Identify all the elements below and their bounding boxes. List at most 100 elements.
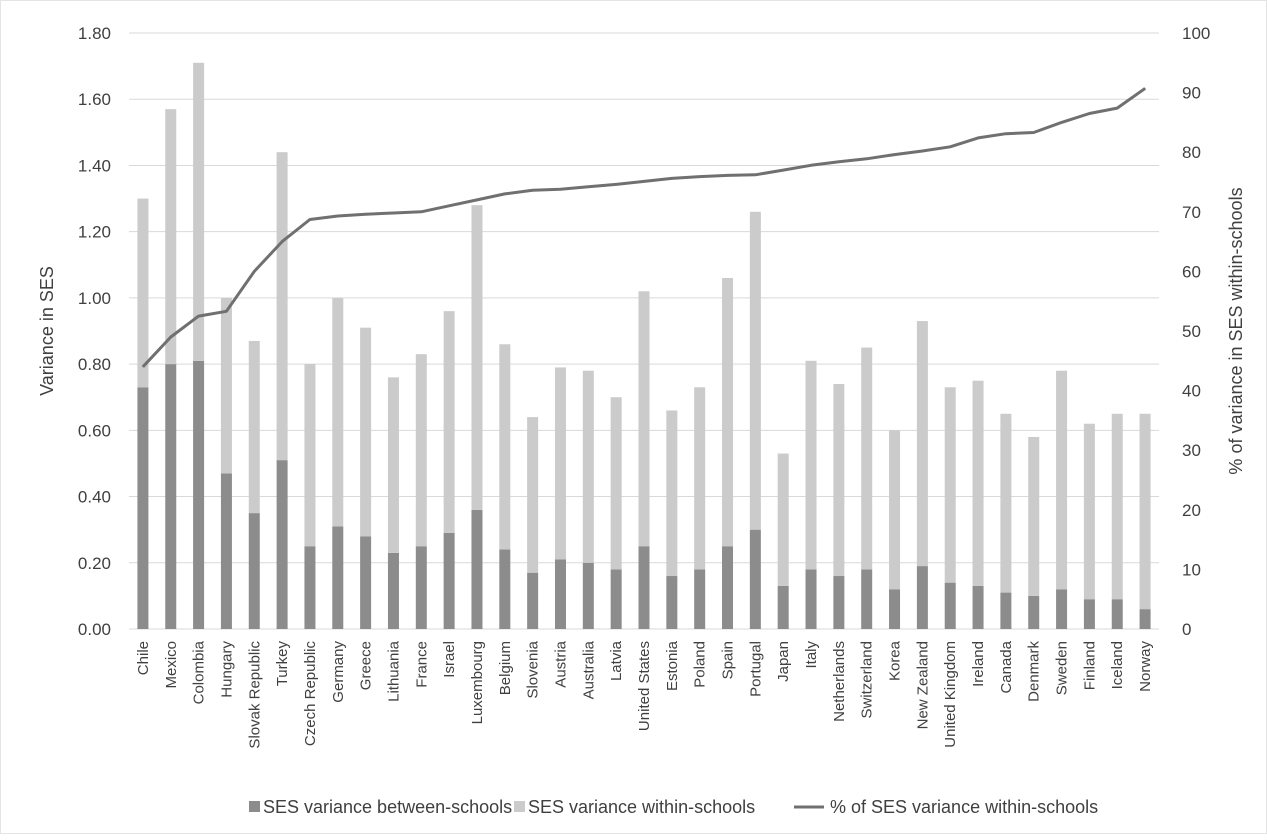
bar-within <box>220 297 232 474</box>
bar-within <box>1111 413 1123 600</box>
category-label: Slovak Republic <box>246 641 263 749</box>
line-point <box>365 213 367 215</box>
bar-between <box>276 460 288 629</box>
left-axis-ticks: 0.00 0.20 0.40 0.60 0.80 1.00 1.20 1.40 1.60 1.80 <box>78 24 111 639</box>
category-label: Poland <box>692 641 709 688</box>
line-point <box>392 212 394 214</box>
bar-between <box>916 566 928 629</box>
line-point <box>532 189 534 191</box>
y2-tick-label: 90 <box>1182 84 1201 103</box>
category-label: Norway <box>1137 641 1154 692</box>
line-point <box>1033 132 1035 134</box>
category-label: Belgium <box>497 641 514 695</box>
bar-between <box>554 559 566 629</box>
line-point <box>170 336 172 338</box>
line-point <box>337 215 339 217</box>
category-label: Spain <box>720 641 737 679</box>
y2-tick-label: 80 <box>1182 143 1201 162</box>
y-tick-label: 1.20 <box>78 223 111 242</box>
bar-within <box>554 367 566 560</box>
bar-within <box>805 360 817 570</box>
bar-between <box>1139 609 1151 629</box>
bar-within <box>1056 370 1068 590</box>
bar-between <box>749 529 761 629</box>
bar-within <box>916 321 928 567</box>
y-tick-label: 0.20 <box>78 554 111 573</box>
category-label: Switzerland <box>859 641 876 719</box>
bar-within <box>527 417 539 573</box>
category-label: Korea <box>887 640 904 681</box>
legend-swatch-within <box>514 801 525 812</box>
bar-within <box>1028 436 1040 596</box>
bar-within <box>666 410 678 577</box>
bar-between <box>638 546 650 629</box>
bar-between <box>193 360 205 629</box>
y2-tick-label: 40 <box>1182 382 1201 401</box>
percent-line <box>141 87 1146 368</box>
legend-label-line: % of SES variance within-schools <box>830 797 1098 817</box>
bar-within <box>972 380 984 586</box>
bar-between <box>165 364 177 629</box>
bar-between <box>1083 599 1095 629</box>
category-labels: Chile Mexico Colombia Hungary Slovak Republi… <box>135 640 1154 748</box>
bar-within <box>1000 413 1012 593</box>
category-label: Canada <box>998 640 1015 693</box>
y2-tick-label: 60 <box>1182 262 1201 281</box>
line-point <box>643 180 645 182</box>
bar-within <box>137 198 149 388</box>
bar-between <box>220 473 232 629</box>
y-tick-label: 0.00 <box>78 620 111 639</box>
category-label: Lithuania <box>385 640 402 702</box>
category-label: Israel <box>441 641 458 678</box>
line-point <box>448 205 450 207</box>
line-point <box>587 186 589 188</box>
bar-within <box>443 311 455 533</box>
line-point <box>977 137 979 139</box>
bar-within <box>777 453 789 586</box>
bar-between <box>387 552 399 629</box>
category-label: Portugal <box>747 641 764 697</box>
bar-between <box>833 576 845 629</box>
bar-between <box>777 585 789 629</box>
line-point <box>894 154 896 156</box>
bar-between <box>248 513 260 629</box>
bars <box>137 62 1151 629</box>
bar-between <box>304 546 316 629</box>
bar-between <box>889 589 901 629</box>
line-point <box>782 169 784 171</box>
line-point <box>699 176 701 178</box>
line-point <box>504 193 506 195</box>
y2-tick-label: 20 <box>1182 501 1201 520</box>
bar-within <box>304 364 316 547</box>
bar-between <box>694 569 706 629</box>
legend-swatch-between <box>249 801 260 812</box>
category-label: Hungary <box>218 641 235 698</box>
category-label: Sweden <box>1054 641 1071 695</box>
line-point <box>559 188 561 190</box>
bar-between <box>360 536 372 629</box>
category-label: Colombia <box>191 640 208 704</box>
line-point <box>253 270 255 272</box>
bar-within <box>360 327 372 537</box>
bar-within <box>387 377 399 553</box>
bar-within <box>944 387 956 583</box>
line-point <box>142 366 144 368</box>
line-point <box>1144 87 1146 89</box>
y-tick-label: 0.80 <box>78 355 111 374</box>
category-label: New Zealand <box>914 641 931 729</box>
line-point <box>476 199 478 201</box>
bar-between <box>972 585 984 629</box>
legend-label-between: SES variance between-schools <box>263 797 512 817</box>
line-point <box>866 158 868 160</box>
line-point <box>727 174 729 176</box>
line-point <box>615 183 617 185</box>
bar-between <box>1056 589 1068 629</box>
category-label: Australia <box>580 640 597 699</box>
bar-between <box>415 546 427 629</box>
line-point <box>1088 112 1090 114</box>
category-label: Japan <box>775 641 792 682</box>
bar-within <box>415 354 427 547</box>
y2-tick-label: 50 <box>1182 322 1201 341</box>
y2-tick-label: 70 <box>1182 203 1201 222</box>
